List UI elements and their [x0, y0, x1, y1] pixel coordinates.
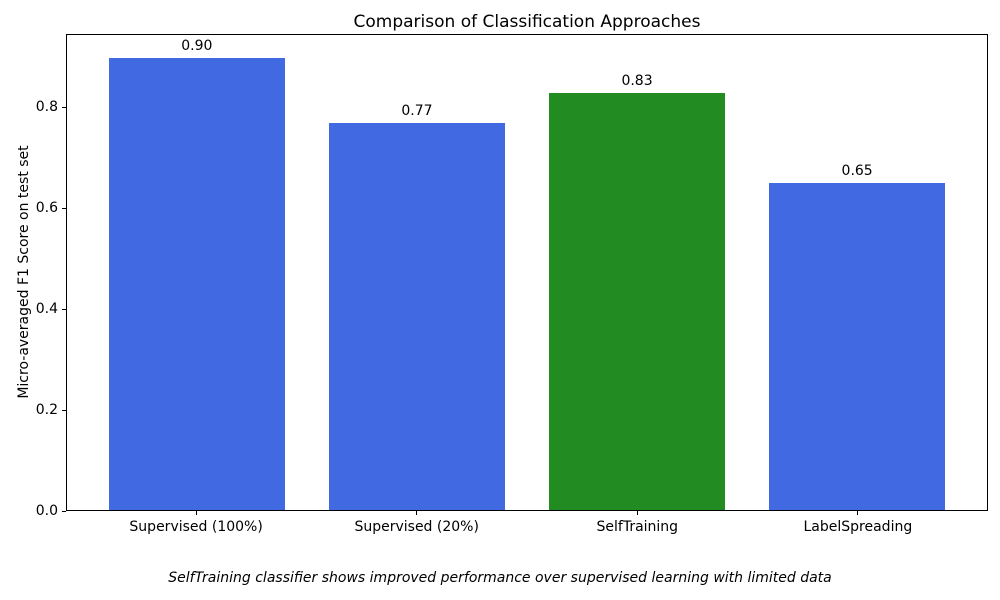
bar-value-label: 0.65: [841, 163, 873, 180]
bar-labelspreading: [769, 183, 946, 510]
bar-selftraining: [549, 92, 726, 510]
bar-value-label: 0.90: [181, 37, 213, 54]
y-tick-mark: [62, 308, 66, 310]
x-tick-label: LabelSpreading: [803, 519, 913, 535]
y-tick-mark: [62, 207, 66, 209]
bar-supervised-20: [328, 122, 505, 510]
y-tick-label: 0.4: [35, 301, 58, 318]
y-axis-label: Micro-averaged F1 Score on test set: [16, 145, 32, 399]
bar-supervised-100: [108, 57, 285, 510]
x-tick-mark: [857, 511, 859, 515]
y-tick-label: 0.0: [35, 503, 58, 519]
y-tick-label: 0.8: [35, 99, 58, 116]
bar-value-label: 0.83: [621, 72, 653, 89]
x-tick-label: Supervised (20%): [354, 519, 479, 535]
x-tick-mark: [195, 511, 197, 515]
figure-caption: SelfTraining classifier shows improved p…: [168, 570, 832, 586]
y-tick-label: 0.2: [35, 402, 58, 419]
bar-value-label: 0.77: [401, 102, 433, 119]
chart-title: Comparison of Classification Approaches: [353, 12, 701, 32]
y-tick-mark: [62, 106, 66, 108]
x-tick-label: Supervised (100%): [129, 519, 263, 535]
y-tick-mark: [62, 510, 66, 512]
x-tick-mark: [636, 511, 638, 515]
y-tick-mark: [62, 409, 66, 411]
y-tick-label: 0.6: [35, 200, 58, 217]
x-tick-label: SelfTraining: [596, 519, 679, 535]
x-tick-mark: [416, 511, 418, 515]
plot-area: 0.90 0.77 0.83 0.65: [66, 34, 988, 511]
